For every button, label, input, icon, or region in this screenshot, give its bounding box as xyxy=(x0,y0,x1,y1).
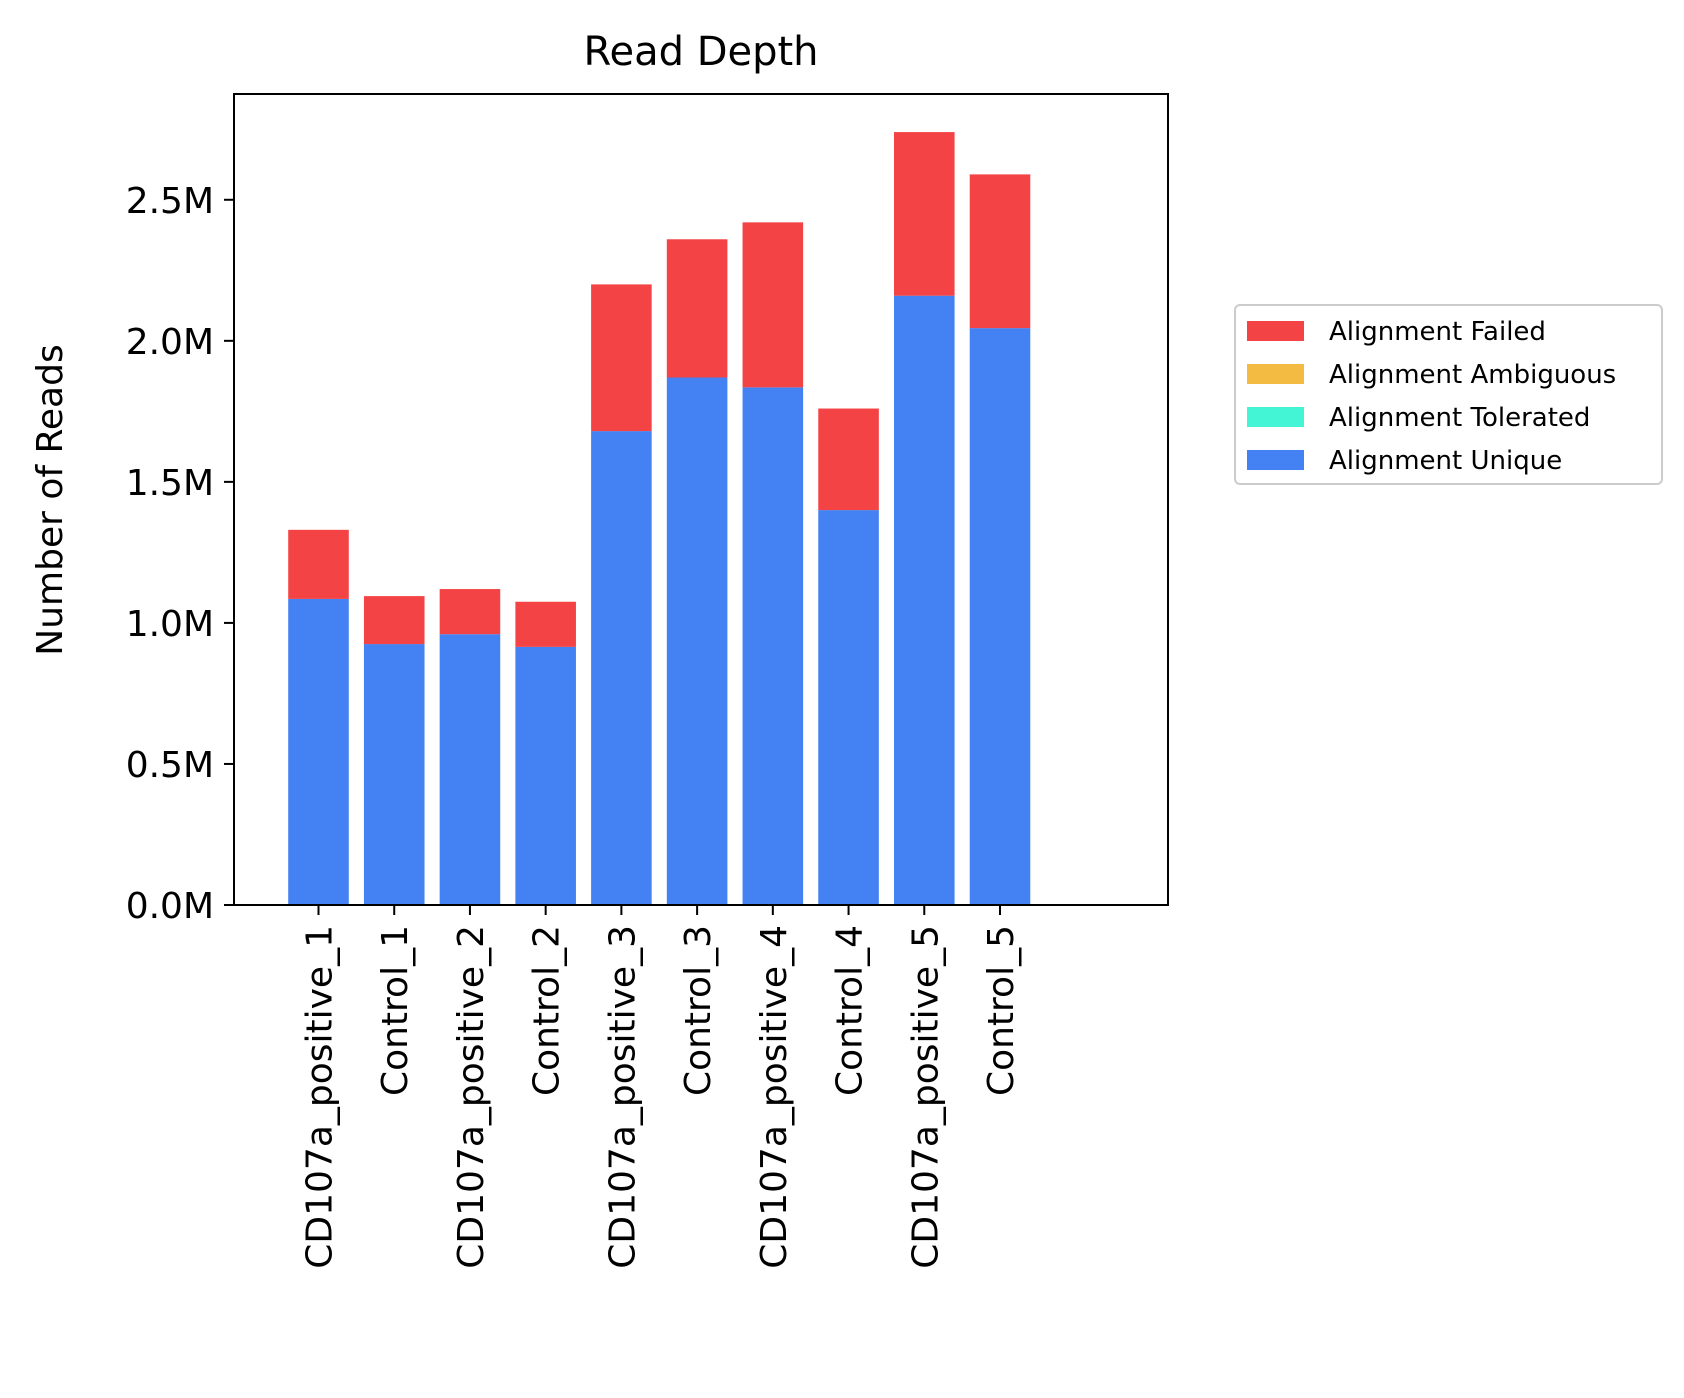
bar-alignment-unique-control_2 xyxy=(515,646,576,905)
x-tick-label: CD107a_positive_4 xyxy=(754,925,795,1269)
x-tick-label: CD107a_positive_3 xyxy=(602,925,643,1269)
bar-alignment-unique-control_5 xyxy=(969,328,1031,905)
x-tick-label: Control_5 xyxy=(981,925,1022,1096)
x-tick-label: Control_1 xyxy=(375,925,416,1096)
legend-label: Alignment Tolerated xyxy=(1329,403,1590,433)
legend-label: Alignment Unique xyxy=(1329,446,1562,476)
bar-alignment-failed-control_3 xyxy=(666,239,728,378)
chart-title: Read Depth xyxy=(583,29,818,75)
x-tick-label: Control_4 xyxy=(830,925,871,1096)
y-axis-title: Number of Reads xyxy=(30,344,71,655)
y-tick-label: 0.0M xyxy=(126,886,214,927)
y-tick-label: 1.5M xyxy=(126,463,214,504)
bar-alignment-failed-cd107a_positive_1 xyxy=(288,529,349,599)
x-tick-label: Control_3 xyxy=(678,925,719,1096)
legend-box xyxy=(1234,304,1663,485)
bar-alignment-unique-cd107a_positive_2 xyxy=(439,634,501,905)
y-tick-label: 2.5M xyxy=(126,181,214,222)
bar-alignment-failed-control_2 xyxy=(515,601,576,647)
y-tick-label: 0.5M xyxy=(126,745,214,786)
legend-label: Alignment Ambiguous xyxy=(1329,360,1616,390)
bar-alignment-unique-cd107a_positive_4 xyxy=(742,387,804,905)
legend-swatch xyxy=(1247,450,1304,470)
bar-alignment-failed-control_5 xyxy=(969,174,1031,329)
plot-frame xyxy=(233,93,1169,906)
bar-alignment-unique-control_4 xyxy=(818,510,879,905)
legend-swatch xyxy=(1247,407,1304,427)
bar-alignment-unique-cd107a_positive_5 xyxy=(893,295,955,906)
y-tick-label: 2.0M xyxy=(126,322,214,363)
bar-alignment-unique-cd107a_positive_3 xyxy=(591,431,652,905)
legend-swatch xyxy=(1247,321,1304,341)
bar-alignment-failed-control_1 xyxy=(363,596,425,645)
bars xyxy=(288,132,1031,906)
x-tick-label: Control_2 xyxy=(527,925,568,1096)
y-tick-label: 1.0M xyxy=(126,604,214,645)
legend: Alignment Failed Alignment Ambiguous Align… xyxy=(1234,304,1663,485)
legend-label: Alignment Failed xyxy=(1329,317,1546,347)
legend-swatch xyxy=(1247,364,1304,384)
x-tick-label: CD107a_positive_2 xyxy=(451,925,492,1269)
bar-alignment-failed-control_4 xyxy=(818,408,879,511)
y-axis: 0.0M 0.5M 1.0M 1.5M 2.0M 2.5M xyxy=(126,181,234,927)
x-tick-label: CD107a_positive_1 xyxy=(300,925,341,1269)
bar-alignment-failed-cd107a_positive_3 xyxy=(591,284,652,432)
bar-alignment-failed-cd107a_positive_5 xyxy=(893,132,955,296)
bar-alignment-failed-cd107a_positive_2 xyxy=(439,589,501,635)
bar-alignment-unique-control_3 xyxy=(666,377,728,905)
bar-alignment-unique-cd107a_positive_1 xyxy=(288,598,349,905)
bar-alignment-failed-cd107a_positive_4 xyxy=(742,222,804,388)
x-tick-label: CD107a_positive_5 xyxy=(905,925,946,1269)
bar-alignment-unique-control_1 xyxy=(363,644,425,905)
x-axis: CD107a_positive_1 Control_1 CD107a_positiv… xyxy=(300,905,1022,1269)
